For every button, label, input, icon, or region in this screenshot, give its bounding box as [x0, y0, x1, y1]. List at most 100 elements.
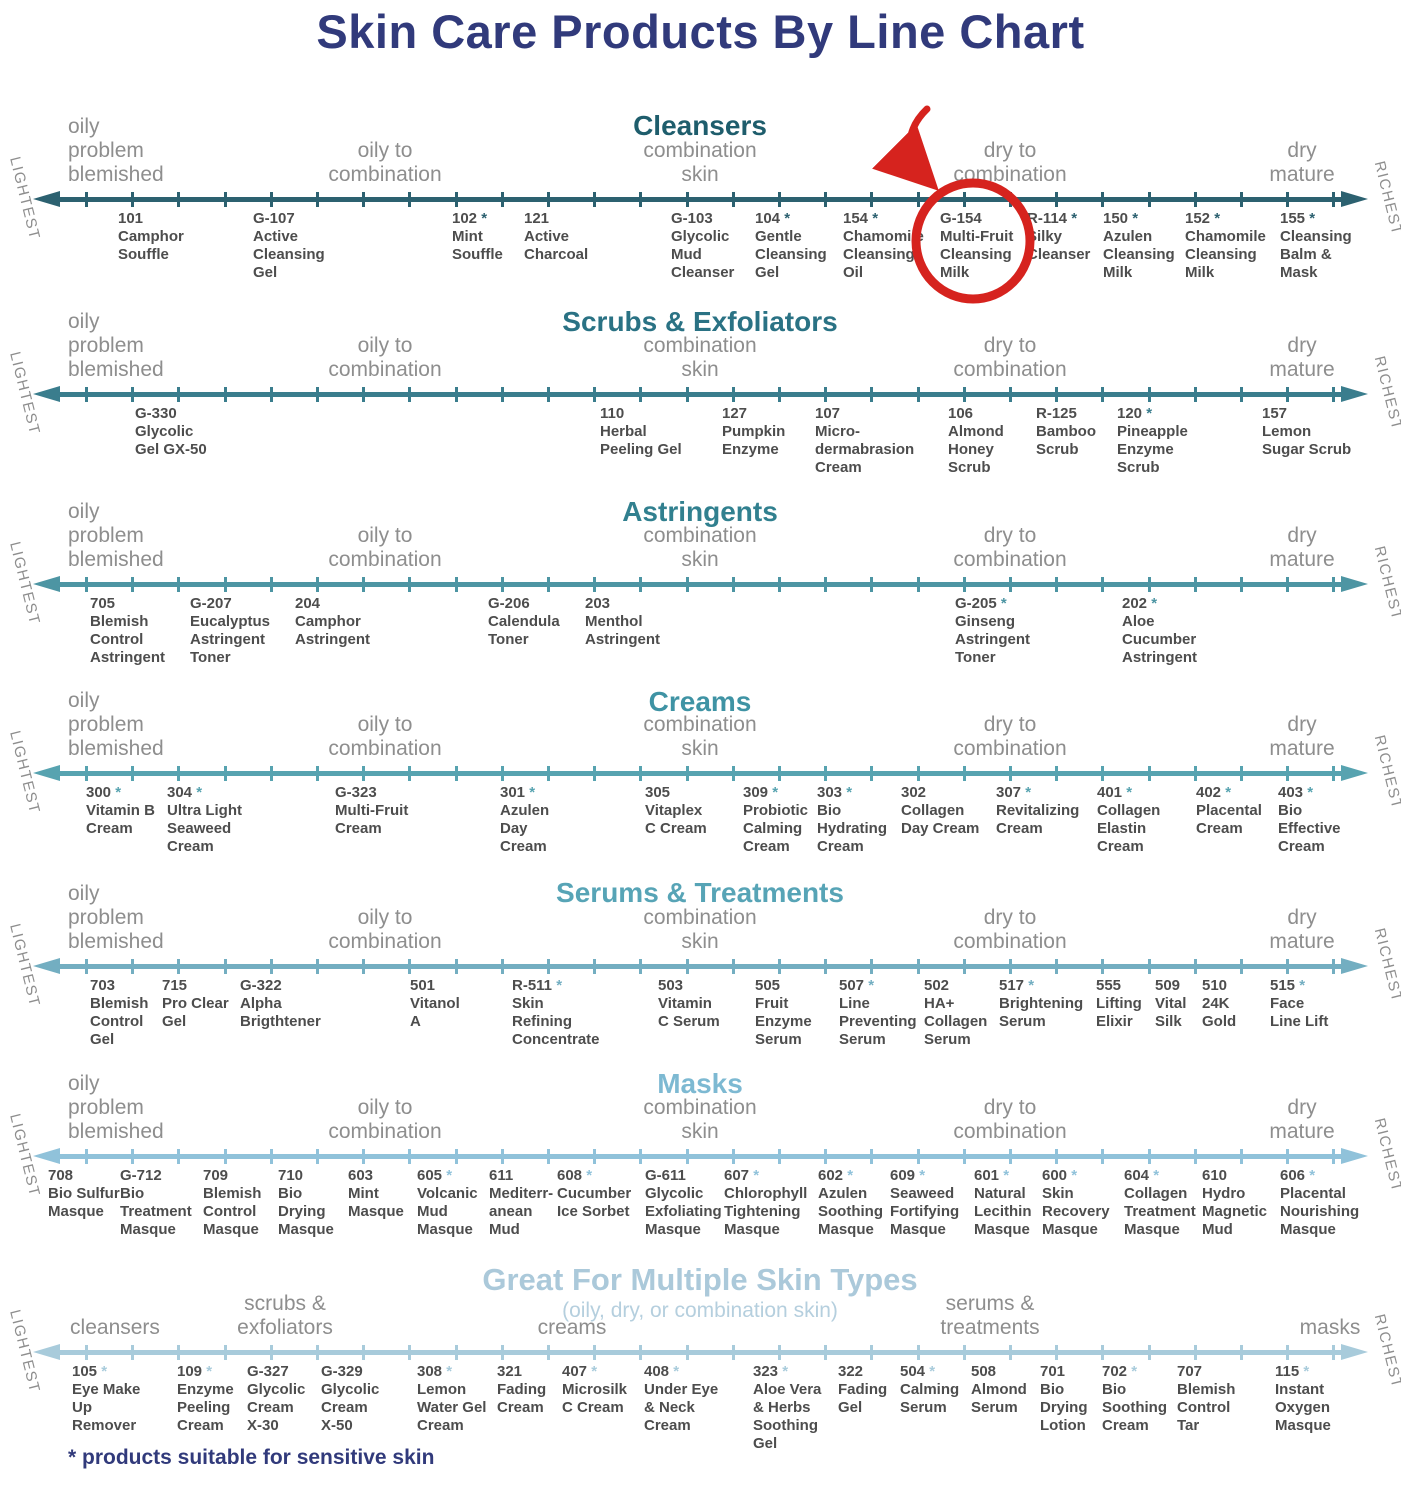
- axis-tick: [870, 192, 873, 207]
- product-code: 507 *: [839, 977, 875, 994]
- product-code: 109 *: [177, 1363, 213, 1380]
- product-label: 408 * Under Eye & Neck Cream: [644, 1363, 718, 1435]
- product-name: Probiotic Calming Cream: [743, 802, 809, 855]
- axis-tick: [547, 387, 550, 402]
- axis-tick: [917, 1149, 920, 1164]
- axis-tick: [1240, 1345, 1243, 1360]
- product-code: 152 *: [1185, 210, 1221, 227]
- product-code: 408 *: [644, 1363, 680, 1380]
- axis-tick: [917, 387, 920, 402]
- axis-tick: [917, 577, 920, 592]
- axis-arrow-right: [1341, 386, 1368, 402]
- product-code: 407 *: [562, 1363, 598, 1380]
- axis-tick: [639, 577, 642, 592]
- product-name: Pumpkin Enzyme: [722, 423, 786, 458]
- product-code: 501: [410, 977, 436, 994]
- sensitive-asterisk: *: [996, 595, 1007, 612]
- product-label: 152 * Chamomile Cleansing Milk: [1185, 210, 1266, 282]
- product-label: 321 Fading Cream: [497, 1363, 546, 1417]
- product-label: G-330 Glycolic Gel GX-50: [135, 405, 207, 459]
- product-name: Fading Cream: [497, 1381, 547, 1416]
- axis-tick: [85, 1345, 88, 1360]
- product-code: 605 *: [417, 1167, 453, 1184]
- axis-tick: [1194, 1345, 1197, 1360]
- axis-tick: [501, 387, 504, 402]
- product-label: 401 * Collagen Elastin Cream: [1097, 784, 1160, 856]
- product-name: Calendula Toner: [488, 613, 560, 648]
- sensitive-asterisk: *: [1024, 977, 1035, 994]
- product-code: 505: [755, 977, 781, 994]
- product-code: 701: [1040, 1363, 1066, 1380]
- axis-arrow-right: [1341, 1148, 1368, 1164]
- product-code: 307 *: [996, 784, 1032, 801]
- product-label: 601 * Natural Lecithin Masque: [974, 1167, 1032, 1239]
- axis-tick: [316, 577, 319, 592]
- skin-type-label: oily problem blemished: [68, 1072, 164, 1143]
- axis-tick: [778, 192, 781, 207]
- axis-tick: [778, 1149, 781, 1164]
- axis-tick: [270, 1149, 273, 1164]
- product-code: G-322: [240, 977, 282, 994]
- axis-tick: [177, 577, 180, 592]
- axis-arrow-left: [33, 576, 60, 592]
- product-code: 504 *: [900, 1363, 936, 1380]
- axis-tick: [455, 387, 458, 402]
- sensitive-asterisk: *: [1142, 405, 1153, 422]
- axis-tick: [455, 577, 458, 592]
- axis-tick: [362, 1149, 365, 1164]
- axis-tick: [732, 1345, 735, 1360]
- axis-tick: [177, 192, 180, 207]
- product-name: Eucalyptus Astringent Toner: [190, 613, 271, 666]
- product-code: G-329: [321, 1363, 363, 1380]
- axis-arrow-right: [1341, 576, 1368, 592]
- axis-tick: [593, 1149, 596, 1164]
- product-code: 702 *: [1102, 1363, 1138, 1380]
- product-label: 102 * Mint Souffle: [452, 210, 503, 264]
- axis-tick: [917, 192, 920, 207]
- axis-tick: [455, 766, 458, 781]
- axis-tick: [824, 766, 827, 781]
- axis-tick: [547, 766, 550, 781]
- product-label: 710 Bio Drying Masque: [278, 1167, 334, 1239]
- product-name: Active Cleansing Gel: [253, 228, 325, 281]
- axis-tick: [1101, 1149, 1104, 1164]
- axis-tick: [1009, 766, 1012, 781]
- axis-tick: [824, 1345, 827, 1360]
- axis-tick: [686, 1149, 689, 1164]
- sensitive-asterisk: *: [1295, 977, 1306, 994]
- product-code: 155 *: [1280, 210, 1316, 227]
- axis-tick: [1148, 766, 1151, 781]
- axis-tick: [270, 959, 273, 974]
- product-label: 127 Pumpkin Enzyme: [722, 405, 785, 459]
- product-code: 402 *: [1196, 784, 1232, 801]
- axis-tick: [362, 387, 365, 402]
- product-code: 503: [658, 977, 684, 994]
- product-code: 150 *: [1103, 210, 1139, 227]
- section-title: Creams: [648, 686, 752, 717]
- axis-tick: [131, 192, 134, 207]
- product-label: 701 Bio Drying Lotion: [1040, 1363, 1088, 1435]
- product-label: 407 * Microsilk C Cream: [562, 1363, 627, 1417]
- product-name: Collagen Day Cream: [901, 802, 980, 837]
- product-code: R-114 *: [1027, 210, 1078, 227]
- axis-tick: [1332, 192, 1335, 207]
- axis-line: [58, 964, 1343, 969]
- product-label: 150 * Azulen Cleansing Milk: [1103, 210, 1175, 282]
- product-code: 107: [815, 405, 841, 422]
- product-name: Collagen Elastin Cream: [1097, 802, 1161, 855]
- axis-tick: [1240, 192, 1243, 207]
- product-label: 204 Camphor Astringent: [295, 595, 370, 649]
- axis-tick: [1286, 1345, 1289, 1360]
- product-label: 709 Blemish Control Masque: [203, 1167, 261, 1239]
- product-name: Chamomile Cleansing Oil: [843, 228, 924, 281]
- axis-tick: [1194, 387, 1197, 402]
- product-name: Silky Cleanser: [1027, 228, 1091, 263]
- product-name: Aloe Cucumber Astringent: [1122, 613, 1197, 666]
- product-code: 401 *: [1097, 784, 1133, 801]
- product-name: Glycolic Cream X-50: [321, 1381, 380, 1434]
- product-label: 402 * Placental Cream: [1196, 784, 1262, 838]
- product-code: 715: [162, 977, 188, 994]
- product-name: Glycolic Exfoliating Masque: [645, 1185, 722, 1238]
- sensitive-asterisk: *: [442, 1363, 453, 1380]
- axis-tick: [547, 959, 550, 974]
